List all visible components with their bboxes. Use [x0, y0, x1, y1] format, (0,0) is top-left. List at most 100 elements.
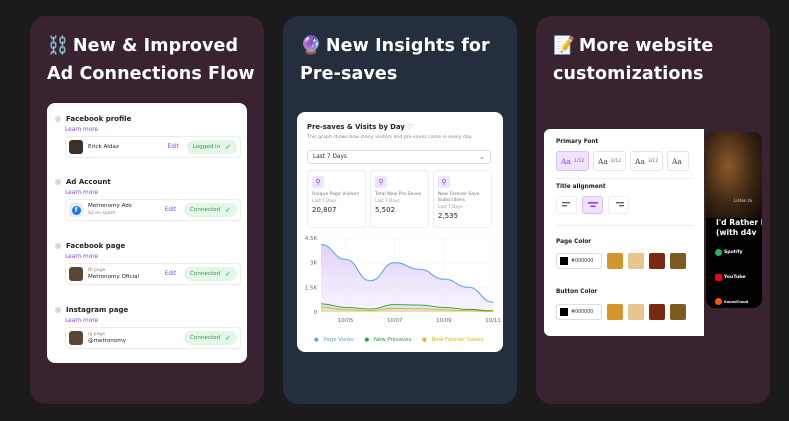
- step-dot-icon: [55, 116, 61, 122]
- learn-more-link[interactable]: Learn more: [65, 190, 99, 196]
- y-tick-label: 0: [314, 310, 318, 316]
- connection-row: fb page Metronomy Oficial Edit Connected ✓: [65, 263, 241, 285]
- section-title: Ad Account: [66, 178, 111, 186]
- status-badge: Connected ✓: [184, 267, 237, 281]
- stat-period: Last 7 Days: [438, 204, 463, 209]
- stat-card: ⚲ Total New Pre-Saves Last 7 Days 5,502: [370, 170, 429, 228]
- spotify-icon: [715, 249, 722, 256]
- avatar: [69, 140, 83, 154]
- button-color-row: #000000: [556, 304, 686, 320]
- step-dot-icon: [55, 307, 61, 313]
- color-swatch[interactable]: [649, 304, 665, 320]
- youtube-row[interactable]: YouTube: [715, 274, 746, 281]
- check-icon: ✓: [225, 143, 231, 151]
- connection-row: ig page @metronomy Connected ✓: [65, 327, 241, 349]
- x-tick-label: 10/11: [485, 318, 501, 324]
- page-color-input[interactable]: #000000: [556, 253, 602, 269]
- x-tick-label: 10/05: [338, 318, 354, 324]
- color-swatch[interactable]: [670, 253, 686, 269]
- title-alignment-label: Title alignment: [556, 184, 606, 190]
- edit-button[interactable]: Edit: [167, 144, 179, 150]
- font-options: Aa 1/12 Aa 2/12 Aa 3/12 Aa: [556, 151, 689, 171]
- soundcloud-row[interactable]: SoundCloud: [715, 298, 748, 305]
- facebook-page-section: Facebook page Learn more fb page Metronom…: [55, 242, 241, 285]
- song-title: I'd Rather Pr(with d4v: [716, 218, 762, 237]
- account-subtitle: $2 on spare: [88, 211, 116, 216]
- color-swatch[interactable]: [607, 304, 623, 320]
- learn-more-link[interactable]: Learn more: [65, 127, 99, 133]
- font-option[interactable]: Aa 2/12: [593, 151, 626, 171]
- presaves-area-chart: 0 1.5K 3K 4.5K 10/05 10/07 10/09 10/11: [305, 236, 501, 324]
- heart-icon: ♡: [407, 123, 414, 131]
- color-swatch[interactable]: [670, 304, 686, 320]
- learn-more-link[interactable]: Learn more: [65, 318, 99, 324]
- font-option[interactable]: Aa 3/12: [630, 151, 663, 171]
- chain-icon: ⛓️: [47, 36, 69, 56]
- align-center-icon[interactable]: [582, 196, 603, 214]
- x-tick-label: 10/07: [387, 318, 403, 324]
- customization-panel: Primary Font Aa 1/12 Aa 2/12 Aa 3/12 Aa Tit…: [544, 129, 704, 336]
- font-option[interactable]: Aa 1/12: [556, 151, 589, 171]
- status-badge: Connected ✓: [184, 203, 237, 217]
- font-option[interactable]: Aa: [667, 151, 689, 171]
- customization-card: 📝 More website customizations Primary Fon…: [536, 16, 770, 404]
- legend-page-views[interactable]: ● Page Views: [313, 337, 354, 343]
- alignment-options: [556, 196, 629, 214]
- page-color-label: Page Color: [556, 239, 592, 245]
- link-icon: ⚲: [438, 176, 450, 188]
- legend-new-presaves[interactable]: ● New Presaves: [364, 337, 412, 343]
- section-title: Instagram page: [66, 306, 129, 314]
- check-icon: ✓: [225, 270, 231, 278]
- ad-account-section: Ad Account Learn more f Metronomy Ads $2 …: [55, 178, 241, 221]
- stat-label: Total New Pre-Saves: [375, 192, 422, 197]
- avatar: [69, 267, 83, 281]
- color-swatch[interactable]: [649, 253, 665, 269]
- check-icon: ✓: [225, 334, 231, 342]
- y-tick-label: 3K: [310, 261, 317, 267]
- color-swatch[interactable]: [607, 253, 623, 269]
- align-left-icon[interactable]: [556, 196, 577, 214]
- stat-value: 20,807: [312, 206, 337, 214]
- stat-label: New Forever Save Subscribers: [438, 192, 480, 203]
- button-color-input[interactable]: #000000: [556, 304, 602, 320]
- crystal-ball-icon: 🔮: [300, 36, 322, 56]
- panel-description: This graph shows how many visitors and p…: [307, 135, 473, 140]
- ad-connections-card: ⛓️ New & Improved Ad Connections Flow Fac…: [30, 16, 264, 404]
- card-heading: 🔮 New Insights for Pre-saves: [300, 36, 490, 84]
- memo-icon: 📝: [553, 36, 575, 56]
- button-color-label: Button Color: [556, 289, 598, 295]
- avatar: [69, 331, 83, 345]
- account-name: Metronomy Oficial: [88, 274, 140, 280]
- series-line-1: [320, 303, 494, 312]
- color-swatch[interactable]: [628, 304, 644, 320]
- account-name: @metronomy: [88, 338, 127, 344]
- youtube-icon: [715, 274, 722, 281]
- check-icon: ✓: [225, 206, 231, 214]
- color-swatch[interactable]: [628, 253, 644, 269]
- status-badge: Connected ✓: [184, 331, 237, 345]
- stat-period: Last 7 Days: [375, 198, 400, 203]
- date-range-select[interactable]: Last 7 Days ⌄: [307, 150, 491, 164]
- stat-value: 2,535: [438, 212, 459, 220]
- connection-row: Erick Aldaz Edit Logged in ✓: [65, 136, 241, 158]
- artist-photo: [706, 132, 762, 218]
- soundcloud-icon: [715, 298, 722, 305]
- link-icon: ⚲: [312, 176, 324, 188]
- edit-button[interactable]: Edit: [164, 271, 176, 277]
- learn-more-link[interactable]: Learn more: [65, 254, 99, 260]
- card-heading: 📝 More website customizations: [553, 36, 714, 84]
- page-color-row: #000000: [556, 253, 686, 269]
- presave-insights-card: 🔮 New Insights for Pre-saves Pre-saves & …: [283, 16, 517, 404]
- edit-button[interactable]: Edit: [164, 207, 176, 213]
- legend-forever-saves[interactable]: ● New Forever Saves: [422, 337, 484, 343]
- step-dot-icon: [55, 243, 61, 249]
- account-name: Erick Aldaz: [88, 143, 119, 150]
- spotify-row[interactable]: Spotify: [715, 249, 743, 256]
- stat-period: Last 7 Days: [312, 198, 337, 203]
- link-icon: ⚲: [375, 176, 387, 188]
- connection-row: f Metronomy Ads $2 on spare Edit Connecte…: [65, 199, 241, 221]
- step-dot-icon: [55, 179, 61, 185]
- align-right-icon[interactable]: [608, 196, 629, 214]
- divider: [556, 178, 694, 179]
- y-tick-label: 4.5K: [305, 236, 318, 242]
